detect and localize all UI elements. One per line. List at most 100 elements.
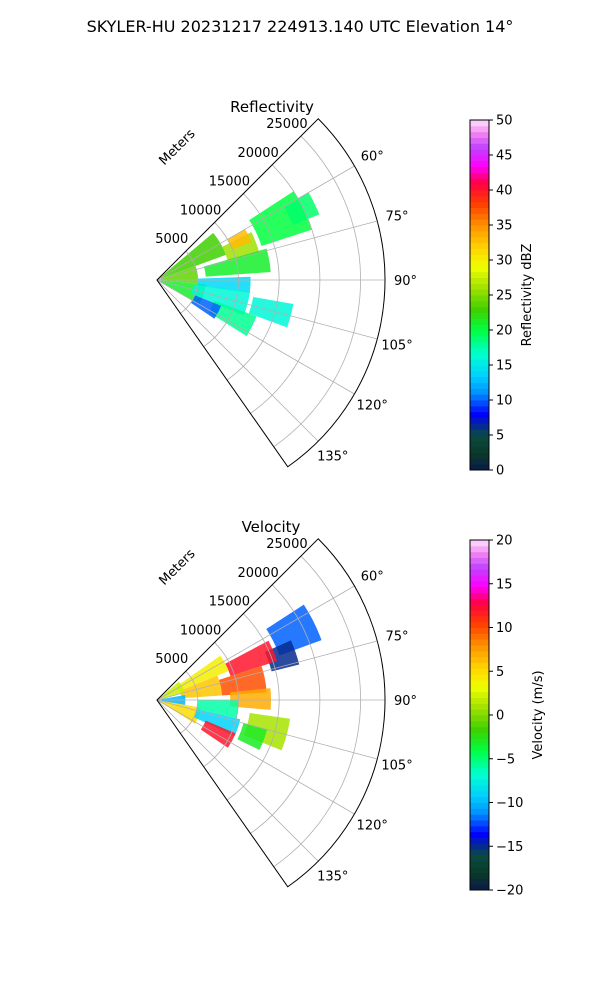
colorbar-tick-label: 5 bbox=[496, 429, 504, 444]
field-region bbox=[225, 640, 278, 677]
radial-gridline bbox=[273, 555, 361, 868]
colorbar-segment bbox=[470, 365, 489, 372]
colorbar-segment bbox=[470, 283, 489, 290]
field-region bbox=[196, 700, 239, 719]
azimuth-gridline bbox=[156, 220, 378, 281]
azimuth-tick-label: 135° bbox=[317, 870, 348, 885]
colorbar-segment bbox=[470, 388, 489, 395]
colorbar-segment bbox=[470, 802, 489, 809]
colorbar-segment bbox=[470, 359, 489, 366]
colorbar-segment bbox=[470, 353, 489, 360]
radial-gridline bbox=[250, 164, 321, 414]
colorbar-segment bbox=[470, 668, 489, 675]
radial-tick-label: 5000 bbox=[155, 652, 188, 667]
velocity-axis-labels: 5000 10000 15000 20000 25000 60° 75° 90° 105° 120… bbox=[155, 537, 417, 885]
colorbar-segment bbox=[470, 884, 489, 891]
colorbar-segment bbox=[470, 557, 489, 564]
colorbar-segment bbox=[470, 878, 489, 885]
azimuth-gridline bbox=[156, 699, 378, 760]
colorbar-segment bbox=[470, 866, 489, 873]
colorbar-segment bbox=[470, 207, 489, 214]
radial-tick-label: 10000 bbox=[180, 203, 221, 218]
colorbar-tick-label: 40 bbox=[496, 184, 513, 199]
colorbar-segment bbox=[470, 843, 489, 850]
colorbar-tick-label: 25 bbox=[496, 289, 513, 304]
colorbar-segment bbox=[470, 300, 489, 308]
colorbar-segment bbox=[470, 691, 489, 698]
colorbar-segment bbox=[470, 277, 489, 284]
radial-gridline bbox=[203, 642, 239, 768]
field-region bbox=[283, 192, 320, 226]
colorbar-segment bbox=[470, 225, 489, 232]
radial-tick-label: 25000 bbox=[266, 117, 307, 132]
colorbar-segment bbox=[470, 125, 489, 133]
colorbar-segment bbox=[470, 814, 489, 821]
sector-outline bbox=[156, 538, 386, 888]
field-region bbox=[197, 276, 251, 294]
velocity-radial-axis-label: Meters bbox=[157, 546, 199, 588]
colorbar-segment bbox=[470, 761, 489, 768]
colorbar-segment bbox=[470, 779, 489, 786]
field-region bbox=[160, 700, 202, 724]
colorbar-segment bbox=[470, 645, 489, 652]
field-region bbox=[243, 713, 291, 751]
colorbar-segment bbox=[470, 750, 489, 757]
colorbar-segment bbox=[470, 312, 489, 319]
colorbar-tick-label: 15 bbox=[496, 359, 513, 374]
colorbar-segment bbox=[470, 446, 489, 453]
radial-tick-label: 15000 bbox=[209, 595, 250, 610]
colorbar-segment bbox=[470, 254, 489, 261]
azimuth-gridline bbox=[156, 165, 355, 281]
colorbar-segment bbox=[470, 376, 489, 383]
colorbar-segment bbox=[470, 440, 489, 448]
colorbar-segment bbox=[470, 633, 489, 640]
azimuth-tick-label: 135° bbox=[317, 450, 348, 465]
sector-outline bbox=[156, 118, 386, 468]
colorbar-segment bbox=[470, 656, 489, 663]
colorbar-tick-label: 30 bbox=[496, 254, 513, 269]
colorbar-segment bbox=[470, 137, 489, 144]
radial-tick-label: 10000 bbox=[180, 623, 221, 638]
colorbar-segment bbox=[470, 335, 489, 343]
colorbar-segment bbox=[470, 458, 489, 465]
radial-gridline bbox=[226, 613, 280, 801]
reflectivity-grid bbox=[156, 118, 386, 468]
colorbar-segment bbox=[470, 586, 489, 593]
colorbar-segment bbox=[470, 662, 489, 669]
colorbar-segment bbox=[470, 464, 489, 471]
colorbar-segment bbox=[470, 423, 489, 430]
colorbar-segment bbox=[470, 767, 489, 774]
figure-suptitle: SKYLER-HU 20231217 224913.140 UTC Elevat… bbox=[87, 17, 514, 36]
colorbar-segment bbox=[470, 400, 489, 407]
radial-gridline bbox=[250, 584, 321, 834]
colorbar-segment bbox=[470, 715, 489, 722]
radial-gridline bbox=[180, 250, 199, 314]
colorbar-segment bbox=[470, 545, 489, 553]
velocity-title: Velocity bbox=[242, 518, 301, 536]
colorbar-tick-label: −10 bbox=[496, 796, 523, 811]
azimuth-tick-label: 90° bbox=[394, 694, 417, 709]
colorbar-segment bbox=[470, 213, 489, 220]
colorbar-segment bbox=[470, 201, 489, 208]
colorbar-segment bbox=[470, 627, 489, 634]
colorbar-tick-label: 50 bbox=[496, 114, 513, 129]
colorbar-segment bbox=[470, 230, 489, 238]
azimuth-tick-label: 120° bbox=[357, 398, 388, 413]
colorbar-segment bbox=[470, 837, 489, 844]
colorbar-segment bbox=[470, 650, 489, 658]
azimuth-gridline bbox=[156, 279, 319, 442]
field-region bbox=[193, 709, 241, 737]
colorbar-segment bbox=[470, 773, 489, 780]
reflectivity-axis-labels: 5000 10000 15000 20000 25000 60° 75° 90° 105° 120… bbox=[155, 117, 417, 465]
colorbar-tick-label: −5 bbox=[496, 752, 515, 767]
colorbar-tick-label: 20 bbox=[496, 324, 513, 339]
colorbar-segment bbox=[470, 615, 489, 623]
colorbar-segment bbox=[470, 790, 489, 798]
reflectivity-title: Reflectivity bbox=[230, 98, 314, 116]
colorbar-segment bbox=[470, 160, 489, 168]
colorbar-segment bbox=[470, 598, 489, 605]
colorbar-tick-label: −15 bbox=[496, 840, 523, 855]
azimuth-gridline bbox=[156, 279, 355, 395]
radial-tick-label: 20000 bbox=[237, 146, 278, 161]
